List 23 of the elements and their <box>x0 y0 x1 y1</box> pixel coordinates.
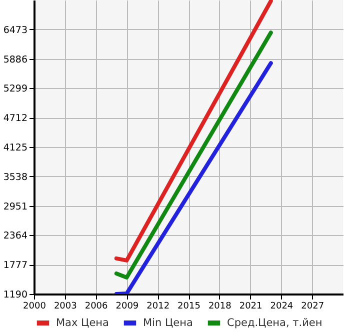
y-tick-label: 4125 <box>3 142 28 154</box>
y-tick-label: 2364 <box>3 230 28 242</box>
x-tick-label: 2012 <box>146 302 170 312</box>
x-tick-label: 2024 <box>270 302 294 312</box>
legend-label: Max Цена <box>56 317 109 329</box>
legend-label: Min Цена <box>143 317 193 329</box>
legend-label: Сред.Цена, т.йен <box>227 317 322 329</box>
y-tick-label: 1190 <box>3 290 28 300</box>
y-tick-label: 5299 <box>3 84 28 95</box>
x-tick-label: 2018 <box>208 302 232 312</box>
x-tick-label: 2027 <box>301 302 324 312</box>
y-tick-label: 6473 <box>3 24 28 36</box>
x-tick-label: 2006 <box>84 302 108 312</box>
y-tick-label: 5886 <box>3 54 28 66</box>
y-tick-label: 2951 <box>3 201 28 212</box>
y-tick-label: 4712 <box>3 113 28 124</box>
y-tick-label: 1777 <box>3 260 28 272</box>
y-tick-label: 3538 <box>3 172 28 183</box>
x-tick-label: 2000 <box>23 302 46 312</box>
x-tick-label: 2015 <box>178 302 200 312</box>
x-tick-label: 2003 <box>54 302 77 312</box>
x-tick-label: 2021 <box>239 302 262 312</box>
x-tick-label: 2009 <box>116 302 139 312</box>
